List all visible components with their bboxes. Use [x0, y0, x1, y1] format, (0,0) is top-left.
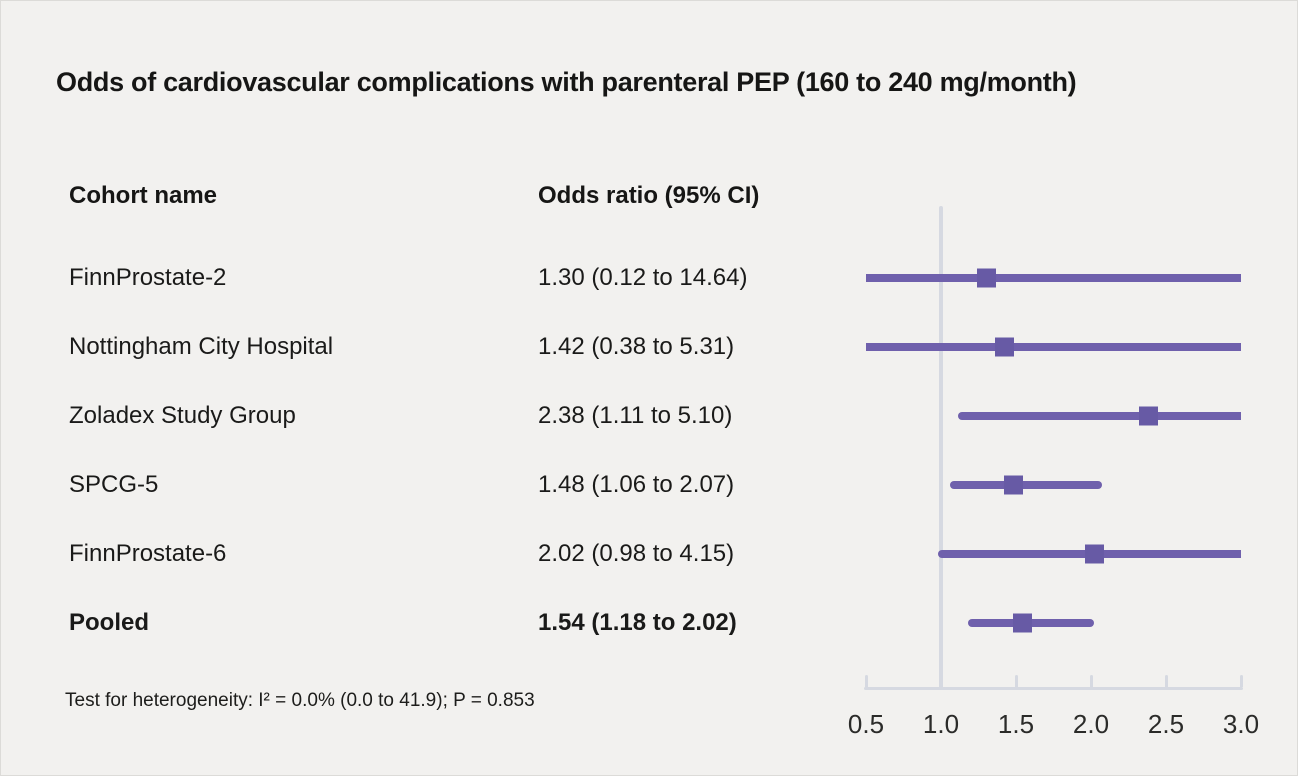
point-estimate-marker: [1138, 406, 1158, 425]
odds-ratio-ci-value: 2.02 (0.98 to 4.15): [538, 539, 735, 567]
odds-ratio-ci-value: 1.54 (1.18 to 2.02): [538, 608, 737, 636]
cohort-label: SPCG-5: [69, 470, 159, 498]
confidence-interval-line: [950, 480, 1102, 489]
cohort-label: FinnProstate-6: [69, 539, 227, 567]
point-estimate-marker: [1003, 475, 1023, 494]
axis-tick-label: 3.0: [1222, 709, 1260, 739]
odds-ratio-ci-value: 2.38 (1.11 to 5.10): [538, 401, 733, 429]
column-header-odds-ratio: Odds ratio (95% CI): [538, 182, 760, 209]
axis-tick: [1239, 675, 1243, 687]
odds-ratio-ci-value: 1.30 (0.12 to 14.64): [538, 263, 748, 291]
point-estimate-marker: [1012, 613, 1032, 632]
axis-tick: [1164, 675, 1168, 687]
axis-tick-label: 0.5: [847, 709, 885, 739]
axis-tick-label: 1.0: [922, 709, 960, 739]
cohort-label: Zoladex Study Group: [69, 401, 296, 429]
x-axis-line: [864, 687, 1243, 690]
forest-row: SPCG-5 1.48 (1.06 to 2.07): [1, 450, 1297, 519]
forest-row: Zoladex Study Group 2.38 (1.11 to 5.10): [1, 381, 1297, 450]
confidence-interval-line: [866, 273, 1241, 282]
forest-row: Pooled 1.54 (1.18 to 2.02): [1, 588, 1297, 657]
forest-row: FinnProstate-2 1.30 (0.12 to 14.64): [1, 243, 1297, 312]
cohort-label: Pooled: [69, 608, 150, 636]
cohort-label: FinnProstate-2: [69, 263, 227, 291]
axis-tick: [1014, 675, 1018, 687]
column-header-cohort: Cohort name: [69, 182, 218, 209]
confidence-interval-line: [957, 411, 1241, 420]
forest-row: Nottingham City Hospital 1.42 (0.38 to 5.…: [1, 312, 1297, 381]
forest-row: FinnProstate-6 2.02 (0.98 to 4.15): [1, 519, 1297, 588]
axis-tick-label: 2.5: [1147, 709, 1185, 739]
odds-ratio-ci-value: 1.48 (1.06 to 2.07): [538, 470, 735, 498]
axis-tick: [864, 675, 868, 687]
point-estimate-marker: [994, 337, 1014, 356]
point-estimate-marker: [1084, 544, 1104, 563]
chart-title: Odds of cardiovascular complications wit…: [56, 67, 1077, 97]
axis-tick: [1089, 675, 1093, 687]
odds-ratio-ci-value: 1.42 (0.38 to 5.31): [538, 332, 735, 360]
reference-line-1.0: [939, 206, 943, 690]
axis-tick: [939, 675, 943, 687]
point-estimate-marker: [976, 268, 996, 287]
confidence-interval-line: [866, 342, 1241, 351]
axis-tick-label: 2.0: [1072, 709, 1110, 739]
cohort-label: Nottingham City Hospital: [69, 332, 334, 360]
axis-tick-label: 1.5: [997, 709, 1035, 739]
heterogeneity-note: Test for heterogeneity: I² = 0.0% (0.0 t…: [65, 690, 535, 711]
